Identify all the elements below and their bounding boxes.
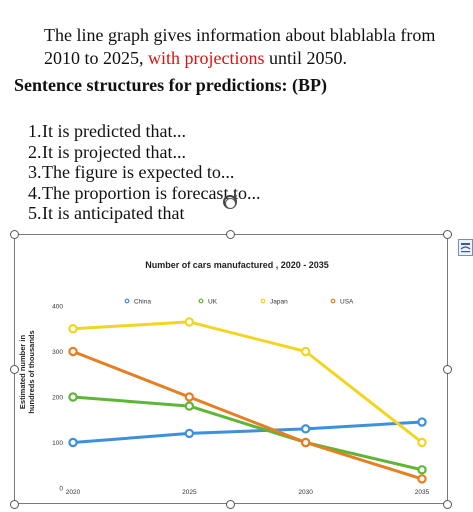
x-tick-label: 2030 — [298, 489, 313, 496]
list-number: 1. — [28, 121, 42, 141]
chart-title: Number of cars manufactured , 2020 - 203… — [145, 260, 329, 270]
list-text: The proportion is forecast to... — [42, 182, 261, 203]
data-point-japan — [68, 324, 78, 334]
data-point-usa — [300, 437, 311, 448]
y-tick-label: 400 — [52, 304, 63, 311]
intro-highlight: with projections — [148, 48, 265, 68]
legend-label: UK — [208, 299, 218, 306]
data-point-china — [184, 428, 195, 439]
chart-axes: 0 100 200 300 400 2020 2025 2030 2035 — [52, 304, 429, 497]
legend-marker — [124, 298, 130, 304]
layout-options-button[interactable] — [458, 239, 473, 256]
resize-handle-bottom-middle[interactable] — [226, 500, 235, 509]
section-heading: Sentence structures for predictions: (BP… — [14, 75, 327, 95]
chart-series — [68, 317, 427, 484]
data-point-uk — [417, 465, 427, 475]
list-number: 5. — [28, 203, 42, 223]
intro-text-end: until 2050. — [264, 48, 348, 68]
resize-handle-top-right[interactable] — [443, 230, 452, 239]
series-line-usa — [72, 350, 423, 481]
resize-handle-top-middle[interactable] — [226, 230, 235, 239]
resize-handle-middle-left[interactable] — [10, 365, 19, 374]
chart-image-frame[interactable]: Number of cars manufactured , 2020 - 203… — [14, 234, 448, 504]
data-point-china — [300, 424, 311, 434]
list-text: It is projected that... — [42, 141, 186, 162]
layout-options-icon — [460, 243, 471, 253]
data-point-uk — [184, 401, 195, 411]
y-axis-label-line-1: Estimated number in — [18, 334, 27, 409]
y-tick-label: 200 — [52, 395, 63, 402]
y-axis-label-line-2: hundreds of thousands — [27, 330, 36, 413]
line-chart: Number of cars manufactured , 2020 - 203… — [18, 260, 430, 497]
resize-handle-bottom-right[interactable] — [443, 500, 452, 509]
series-line-japan — [72, 320, 423, 444]
data-point-uk — [68, 392, 78, 402]
y-tick-label: 300 — [52, 349, 63, 356]
resize-handle-middle-right[interactable] — [443, 365, 452, 374]
x-tick-label: 2020 — [66, 489, 81, 496]
sentence-list: 1.It is predicted that... 2.It is projec… — [28, 121, 260, 224]
data-point-usa — [68, 346, 78, 357]
chart-legend: China UK Japan USA — [124, 298, 354, 306]
legend-label: USA — [340, 299, 354, 306]
legend-label: China — [134, 299, 151, 306]
list-item: 5.It is anticipated that — [28, 203, 260, 224]
data-point-japan — [300, 346, 311, 357]
data-point-japan — [184, 317, 195, 327]
y-tick-label: 100 — [52, 440, 63, 447]
list-number: 3. — [28, 162, 42, 182]
list-text: It is anticipated that — [42, 203, 185, 223]
legend-label: Japan — [270, 299, 288, 306]
list-number: 4. — [28, 182, 42, 203]
legend-marker — [260, 298, 266, 304]
list-item: 2.It is projected that... — [28, 142, 260, 163]
x-tick-label: 2025 — [182, 489, 197, 496]
list-item: 1.It is predicted that... — [28, 121, 260, 142]
x-tick-label: 2035 — [415, 489, 430, 496]
resize-handle-top-left[interactable] — [10, 230, 19, 239]
list-item: 4.The proportion is forecast to... — [28, 183, 260, 204]
legend-marker — [330, 298, 336, 304]
legend-marker — [198, 298, 204, 304]
list-item: 3.The figure is expected to... — [28, 162, 260, 183]
series-line-uk — [72, 395, 423, 472]
rotation-handle[interactable] — [225, 198, 236, 209]
resize-handle-bottom-left[interactable] — [10, 500, 19, 509]
intro-text-start: The line graph gives information about b… — [44, 25, 436, 68]
list-text: It is predicted that... — [42, 121, 186, 141]
list-text: The figure is expected to... — [42, 162, 235, 182]
data-point-usa — [417, 474, 427, 484]
data-point-china — [417, 417, 427, 427]
data-point-china — [68, 437, 78, 448]
series-line-china — [72, 420, 423, 444]
data-point-usa — [184, 392, 195, 402]
data-point-japan — [417, 437, 427, 448]
y-tick-label: 0 — [59, 486, 63, 493]
list-number: 2. — [28, 141, 42, 162]
intro-paragraph: The line graph gives information about b… — [44, 24, 464, 70]
